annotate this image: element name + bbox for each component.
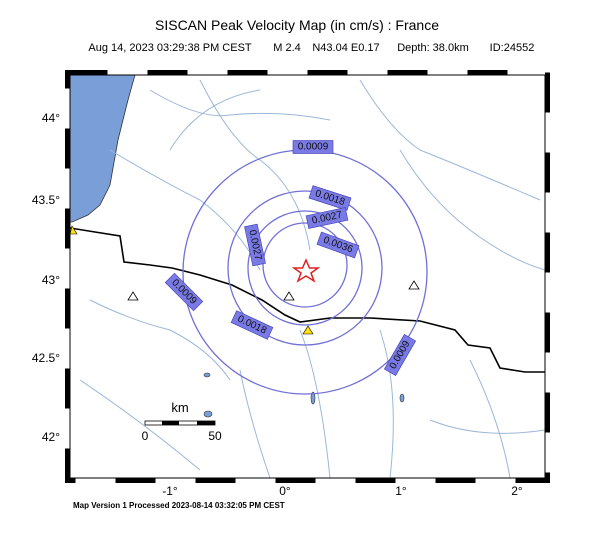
lat-label: 43° bbox=[42, 273, 60, 287]
scale-end: 50 bbox=[208, 429, 222, 443]
scale-bar: km 0 50 bbox=[142, 400, 222, 443]
lat-label: 42.5° bbox=[32, 351, 60, 365]
contour-label: 0.0009 bbox=[292, 140, 334, 154]
footer: Map Version 1 Processed 2023-08-14 03:32… bbox=[73, 501, 285, 510]
scale-start: 0 bbox=[142, 429, 149, 443]
title: SISCAN Peak Velocity Map (in cm/s) : Fra… bbox=[155, 17, 439, 33]
station bbox=[302, 325, 314, 335]
lat-labels: 44° 43.5° 43° 42.5° 42° bbox=[32, 111, 60, 444]
lon-label: 2° bbox=[511, 484, 523, 498]
lat-label: 44° bbox=[42, 111, 60, 125]
lat-label: 42° bbox=[42, 430, 60, 444]
lon-label: -1° bbox=[162, 484, 178, 498]
station bbox=[70, 225, 78, 235]
map-area: 0.0009 0.0018 0.0027 0.0036 0.0027 0.000… bbox=[70, 75, 545, 478]
contour bbox=[227, 190, 383, 346]
contour-value: 0.0009 bbox=[298, 142, 329, 153]
date: Aug 14, 2023 03:29:38 PM CEST bbox=[88, 42, 252, 54]
stations bbox=[127, 280, 420, 301]
lon-label: 0° bbox=[279, 484, 291, 498]
contour bbox=[262, 222, 348, 308]
lon-labels: -1° 0° 1° 2° bbox=[162, 484, 523, 498]
epicenter bbox=[291, 258, 321, 283]
subtitle: Aug 14, 2023 03:29:38 PM CEST M 2.4 N43.… bbox=[88, 42, 534, 54]
contour-label: 0.0027 bbox=[244, 223, 266, 267]
scale-unit: km bbox=[171, 400, 188, 415]
frame-border bbox=[65, 70, 550, 483]
contour-label: 0.0027 bbox=[305, 207, 349, 229]
lat-label: 43.5° bbox=[32, 193, 60, 207]
lon-label: 1° bbox=[395, 484, 407, 498]
location: N43.04 E0.17 bbox=[312, 42, 379, 54]
magnitude: M 2.4 bbox=[273, 42, 301, 54]
contour bbox=[247, 210, 363, 326]
depth: Depth: 38.0km bbox=[397, 42, 469, 54]
event-id: ID:24552 bbox=[490, 42, 535, 54]
